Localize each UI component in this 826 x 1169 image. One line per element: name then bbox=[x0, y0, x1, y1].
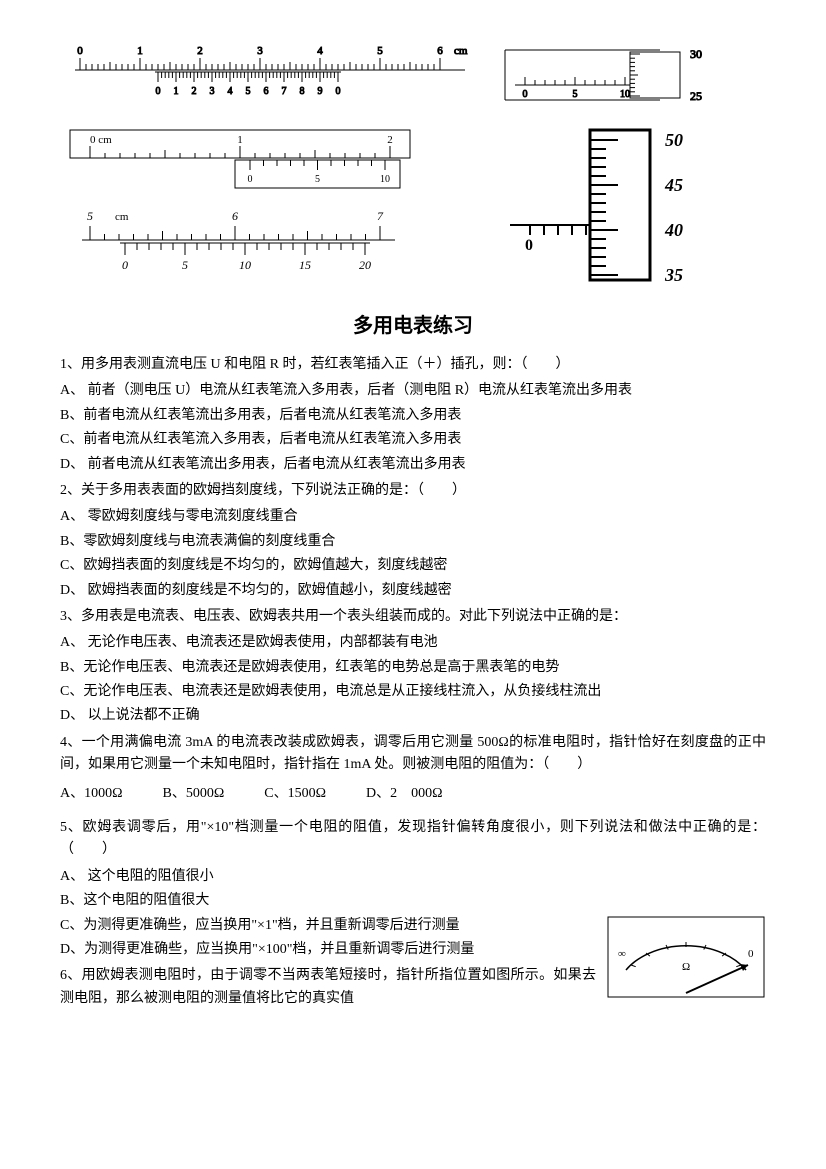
ohmmeter-figure: ∞ 0 Ω (function(){ const svg=document.cu… bbox=[606, 915, 766, 1000]
svg-text:35: 35 bbox=[664, 265, 683, 285]
ruler-2: 0 cm120510 (function(){ const svg=docume… bbox=[60, 125, 480, 195]
svg-text:0: 0 bbox=[122, 258, 128, 272]
q4-stem: 4、一个用满偏电流 3mA 的电流表改装成欧姆表，调零后用它测量 500Ω的标准… bbox=[60, 732, 766, 777]
svg-text:7: 7 bbox=[377, 209, 384, 223]
svg-text:9: 9 bbox=[318, 86, 323, 97]
svg-text:cm: cm bbox=[115, 211, 129, 223]
q2-option-d: D、 欧姆挡表面的刻度线是不均匀的，欧姆值越小，刻度线越密 bbox=[60, 580, 766, 602]
q4-option-c: C、1500Ω bbox=[264, 783, 326, 805]
q1-option-d: D、 前者电流从红表笔流出多用表，后者电流从红表笔流出多用表 bbox=[60, 454, 766, 476]
q3-option-a: A、 无论作电压表、电流表还是欧姆表使用，内部都装有电池 bbox=[60, 632, 766, 654]
svg-text:0: 0 bbox=[525, 237, 533, 254]
svg-text:0: 0 bbox=[748, 948, 754, 960]
svg-text:15: 15 bbox=[299, 258, 311, 272]
svg-text:2: 2 bbox=[197, 45, 203, 57]
svg-text:10: 10 bbox=[620, 89, 630, 100]
ruler-3: 567cm05101520 (function(){ const svg=doc… bbox=[60, 205, 480, 290]
svg-text:5: 5 bbox=[377, 45, 383, 57]
svg-text:40: 40 bbox=[664, 220, 683, 240]
q1-option-c: C、前者电流从红表笔流入多用表，后者电流从红表笔流入多用表 bbox=[60, 429, 766, 451]
svg-text:0: 0 bbox=[248, 174, 253, 185]
q2-option-a: A、 零欧姆刻度线与零电流刻度线重合 bbox=[60, 506, 766, 528]
q3-option-c: C、无论作电压表、电流表还是欧姆表使用，电流总是从正接线柱流入，从负接线柱流出 bbox=[60, 681, 766, 703]
svg-text:6: 6 bbox=[264, 86, 269, 97]
q2-stem: 2、关于多用表表面的欧姆挡刻度线，下列说法正确的是：（ ） bbox=[60, 480, 766, 502]
svg-text:1: 1 bbox=[237, 134, 243, 146]
svg-text:30: 30 bbox=[690, 47, 702, 61]
q1-option-b: B、前者电流从红表笔流出多用表，后者电流从红表笔流入多用表 bbox=[60, 405, 766, 427]
svg-text:4: 4 bbox=[317, 45, 323, 57]
svg-text:3: 3 bbox=[257, 45, 263, 57]
svg-text:3: 3 bbox=[210, 86, 215, 97]
svg-text:45: 45 bbox=[664, 175, 683, 195]
svg-text:5: 5 bbox=[182, 258, 188, 272]
q4-option-a: A、1000Ω bbox=[60, 783, 123, 805]
svg-text:Ω: Ω bbox=[682, 961, 690, 973]
q3-option-d: D、 以上说法都不正确 bbox=[60, 705, 766, 727]
q4-option-b: B、5000Ω bbox=[163, 783, 225, 805]
q2-option-c: C、欧姆挡表面的刻度线是不均匀的，欧姆值越大，刻度线越密 bbox=[60, 555, 766, 577]
svg-text:1: 1 bbox=[174, 86, 179, 97]
q3-option-b: B、无论作电压表、电流表还是欧姆表使用，红表笔的电势总是高于黑表笔的电势 bbox=[60, 657, 766, 679]
svg-text:5: 5 bbox=[315, 174, 320, 185]
svg-text:8: 8 bbox=[300, 86, 305, 97]
svg-text:25: 25 bbox=[690, 89, 702, 103]
q4-options: A、1000Ω B、5000Ω C、1500Ω D、2 000Ω bbox=[60, 783, 766, 805]
q5-option-a: A、 这个电阻的阻值很小 bbox=[60, 866, 766, 888]
q1-stem: 1、用多用表测直流电压 U 和电阻 R 时，若红表笔插入正（＋）插孔，则：（ ） bbox=[60, 354, 766, 376]
svg-text:7: 7 bbox=[282, 86, 287, 97]
svg-text:20: 20 bbox=[359, 258, 371, 272]
svg-text:cm: cm bbox=[454, 45, 468, 57]
q2-option-b: B、零欧姆刻度线与电流表满偏的刻度线重合 bbox=[60, 531, 766, 553]
svg-text:0 cm: 0 cm bbox=[90, 134, 112, 146]
svg-text:5: 5 bbox=[573, 89, 578, 100]
svg-text:0: 0 bbox=[77, 45, 83, 57]
q4-option-d: D、2 000Ω bbox=[366, 783, 443, 805]
svg-text:10: 10 bbox=[380, 174, 390, 185]
ruler-1: 0123456cm01234567890 (function(){ const … bbox=[60, 40, 480, 115]
q1-option-a: A、 前者（测电压 U）电流从红表笔流入多用表，后者（测电阻 R）电流从红表笔流… bbox=[60, 380, 766, 402]
svg-text:4: 4 bbox=[228, 86, 233, 97]
svg-text:∞: ∞ bbox=[618, 948, 626, 960]
micrometer-1: 0510 3025 (function(){ const svg = docum… bbox=[500, 40, 740, 115]
svg-text:2: 2 bbox=[387, 134, 393, 146]
section-title: 多用电表练习 bbox=[60, 310, 766, 342]
svg-text:5: 5 bbox=[87, 209, 93, 223]
q3-stem: 3、多用表是电流表、电压表、欧姆表共用一个表头组装而成的。对此下列说法中正确的是… bbox=[60, 606, 766, 628]
svg-text:50: 50 bbox=[665, 130, 683, 150]
svg-text:6: 6 bbox=[437, 45, 443, 57]
micrometer-2: 050454035 (function(){ const svg=documen… bbox=[500, 125, 740, 290]
diagrams-grid: 0123456cm01234567890 (function(){ const … bbox=[60, 40, 766, 290]
svg-text:6: 6 bbox=[232, 209, 238, 223]
svg-text:0: 0 bbox=[336, 86, 341, 97]
svg-text:1: 1 bbox=[137, 45, 143, 57]
svg-text:10: 10 bbox=[239, 258, 251, 272]
q5-stem: 5、欧姆表调零后，用"×10"档测量一个电阻的阻值，发现指针偏转角度很小，则下列… bbox=[60, 817, 766, 862]
svg-text:0: 0 bbox=[523, 89, 528, 100]
svg-text:0: 0 bbox=[156, 86, 161, 97]
svg-text:2: 2 bbox=[192, 86, 197, 97]
q5-option-b: B、这个电阻的阻值很大 bbox=[60, 890, 766, 912]
svg-text:5: 5 bbox=[246, 86, 251, 97]
